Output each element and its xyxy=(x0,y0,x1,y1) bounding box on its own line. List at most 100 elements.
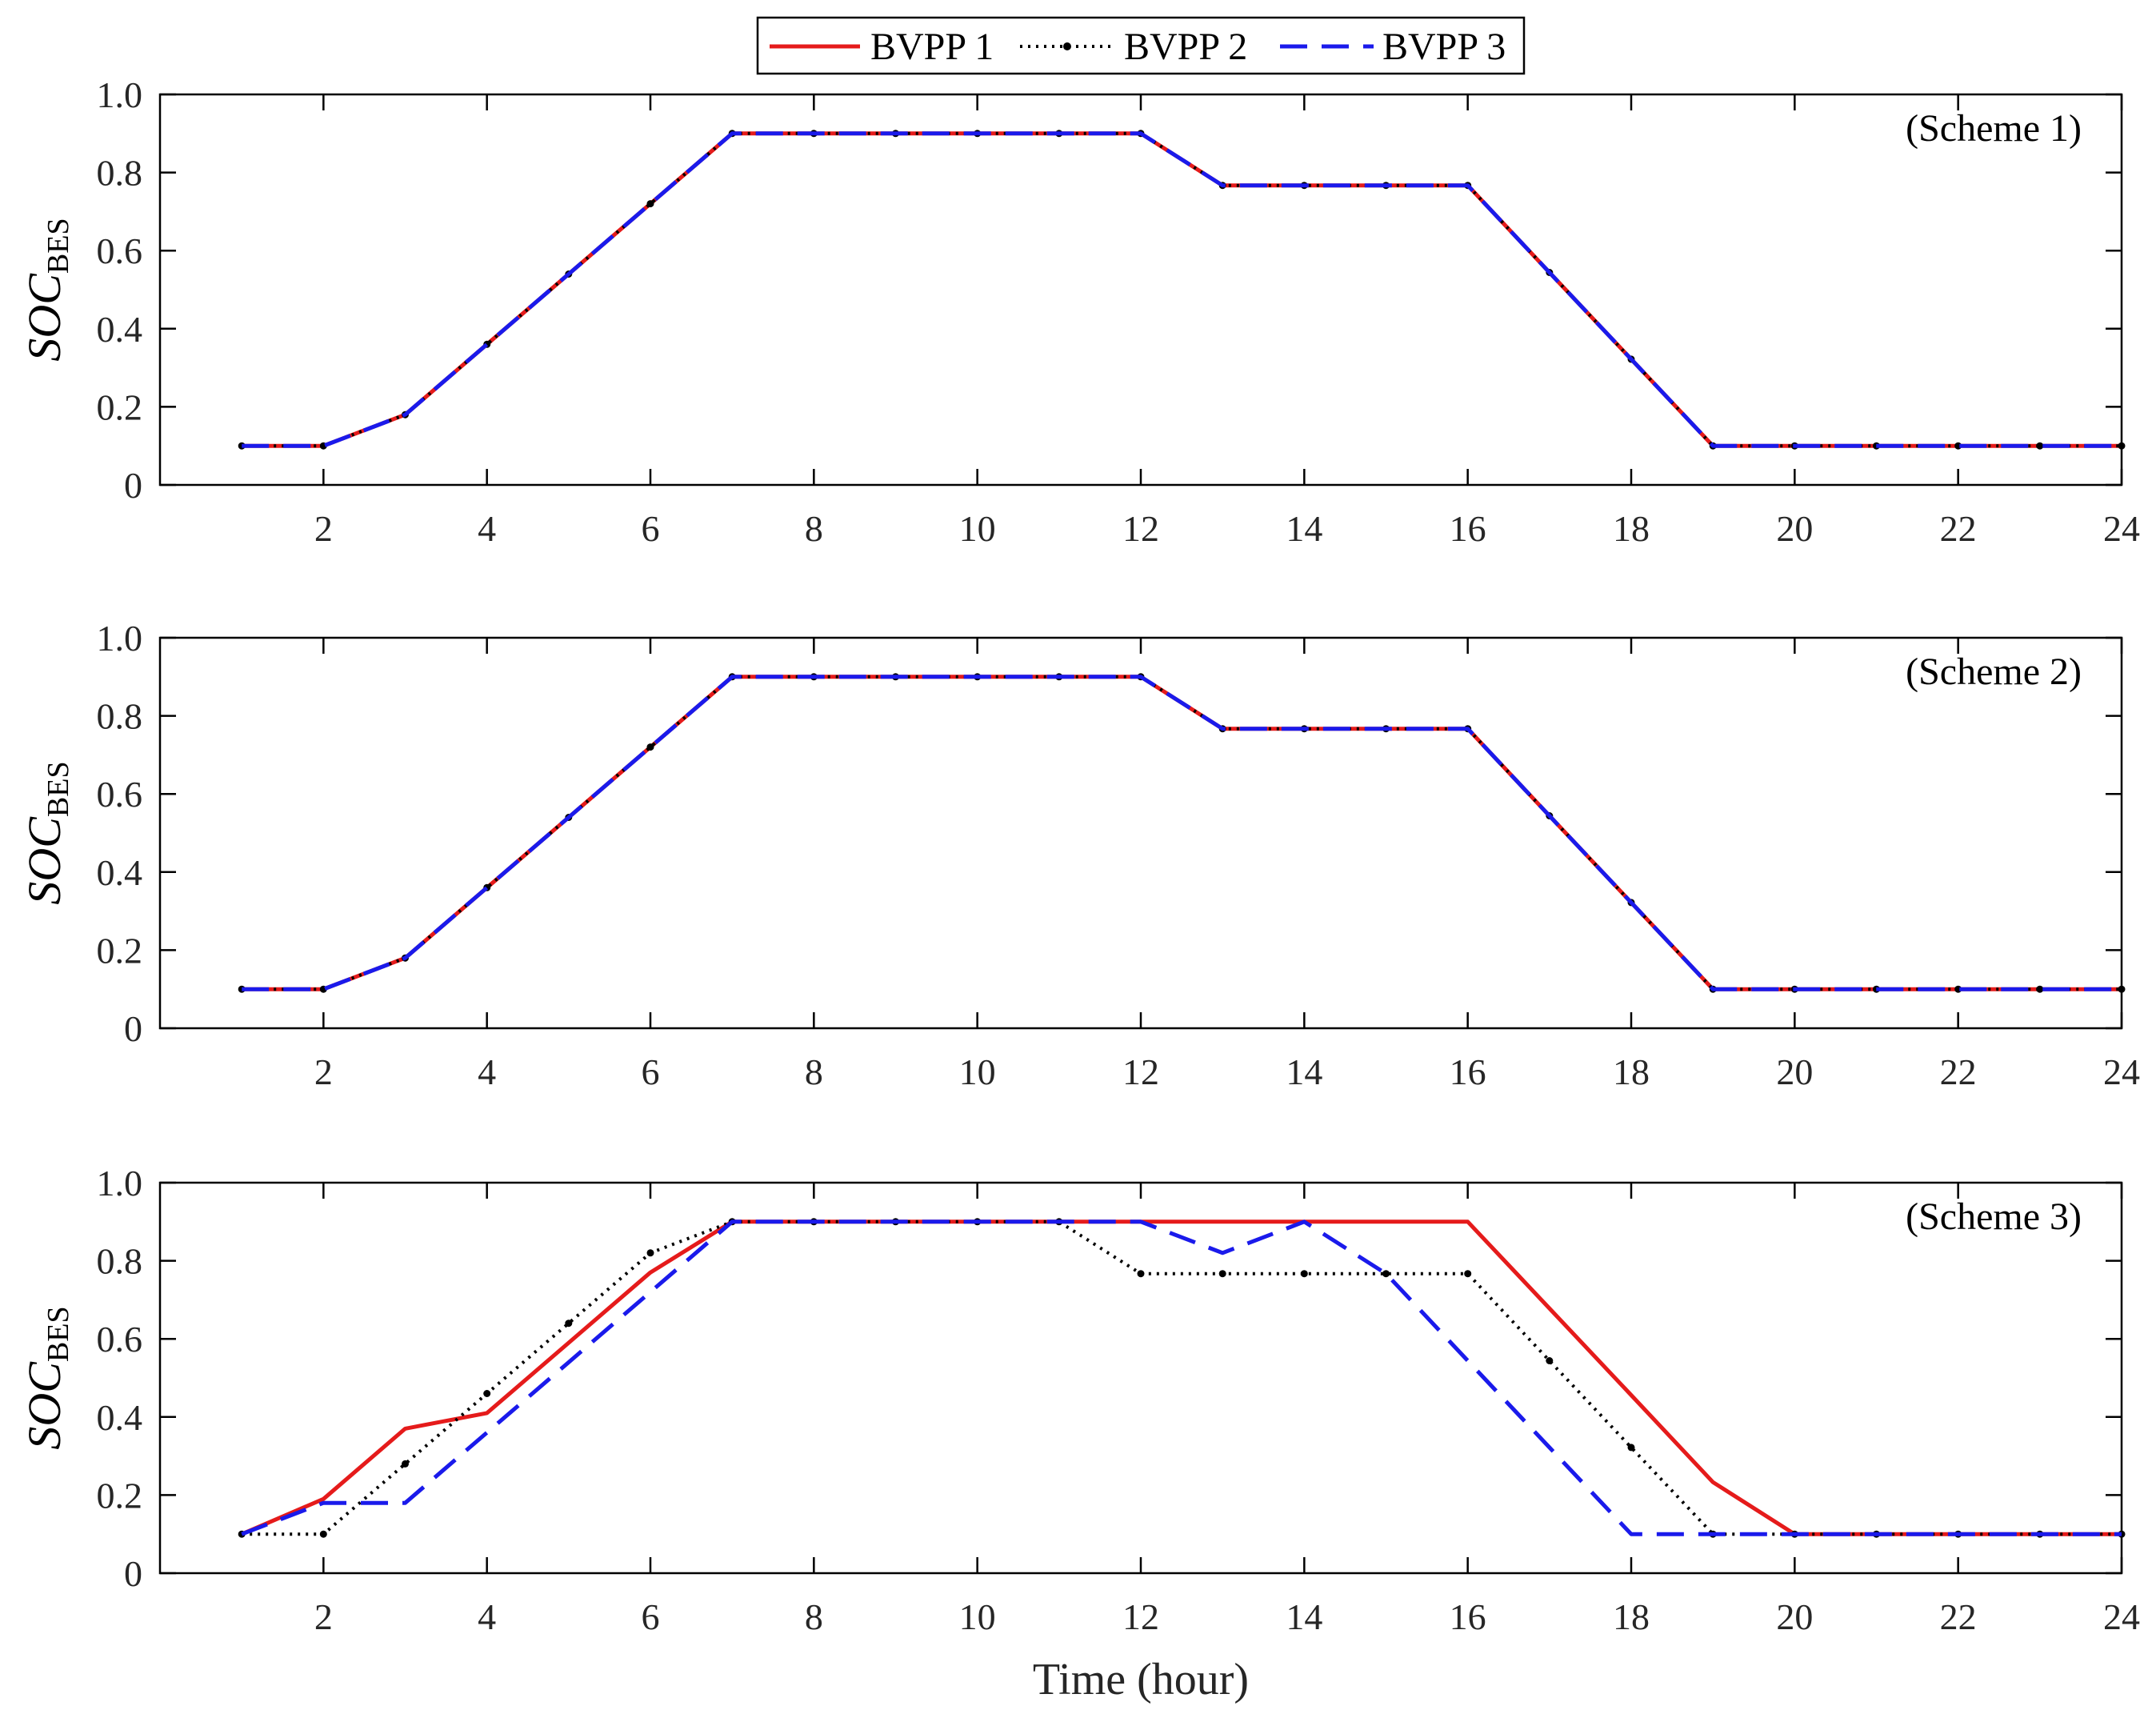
y-tick-label: 0 xyxy=(124,1008,142,1049)
y-tick-label: 0.2 xyxy=(97,386,143,427)
legend-label-bvpp2: BVPP 2 xyxy=(1124,26,1247,68)
x-tick-label: 12 xyxy=(1122,1596,1159,1637)
x-tick-label: 10 xyxy=(959,1596,996,1637)
series-line-bvpp1 xyxy=(242,675,2122,991)
point-bvpp2 xyxy=(319,1530,327,1538)
y-tick-label: 0.6 xyxy=(97,1319,143,1360)
y-tick-label: 1.0 xyxy=(97,74,143,115)
y-axis-label: SOCBES xyxy=(18,218,75,361)
y-axis-label-main: SOC xyxy=(18,273,70,362)
series-line-bvpp1 xyxy=(241,1219,2122,1536)
series-line-bvpp2 xyxy=(242,675,2122,991)
y-tick-label: 0.8 xyxy=(97,1241,143,1282)
x-tick-label: 22 xyxy=(1940,508,1977,549)
point-bvpp2 xyxy=(646,1249,654,1257)
point-bvpp2 xyxy=(2036,985,2044,993)
point-bvpp2 xyxy=(1137,1270,1145,1278)
point-bvpp2 xyxy=(2036,442,2044,450)
point-bvpp2 xyxy=(646,200,654,208)
legend-marker-bvpp2 xyxy=(1063,42,1071,50)
point-bvpp2 xyxy=(1546,1357,1554,1364)
x-tick-label: 6 xyxy=(642,508,660,549)
series-line-bvpp2 xyxy=(242,1219,2122,1536)
y-axis-label-sub: BES xyxy=(42,761,75,817)
axes-frame xyxy=(158,636,2123,1030)
x-tick-label: 20 xyxy=(1776,1596,1813,1637)
series-line-bvpp1 xyxy=(242,131,2122,448)
x-tick-label: 24 xyxy=(2103,508,2140,549)
series-line-bvpp2 xyxy=(242,131,2122,448)
point-bvpp2 xyxy=(1382,1270,1390,1278)
x-tick-label: 8 xyxy=(805,1596,823,1637)
y-axis-label-main: SOC xyxy=(18,816,70,905)
x-tick-label: 16 xyxy=(1450,1051,1486,1092)
y-tick-label: 0.2 xyxy=(97,930,143,971)
scheme-annotation: (Scheme 2) xyxy=(1906,651,2082,693)
y-tick-label: 0.8 xyxy=(97,696,143,737)
legend: BVPP 1 BVPP 2 BVPP 3 xyxy=(756,16,1526,75)
y-tick-label: 0.4 xyxy=(97,309,143,350)
x-tick-label: 18 xyxy=(1613,508,1650,549)
x-tick-label: 10 xyxy=(959,1051,996,1092)
series-line-bvpp3 xyxy=(242,675,2122,991)
x-tick-label: 2 xyxy=(314,1051,333,1092)
series-line-bvpp3 xyxy=(242,131,2122,448)
y-tick-label: 1.0 xyxy=(97,618,143,659)
legend-box xyxy=(756,16,1526,75)
point-bvpp2 xyxy=(1218,1270,1226,1278)
axes-frame xyxy=(158,1181,2123,1575)
x-tick-label: 20 xyxy=(1776,1051,1813,1092)
x-tick-label: 24 xyxy=(2103,1051,2140,1092)
x-tick-label: 18 xyxy=(1613,1596,1650,1637)
y-axis-label: SOCBES xyxy=(18,1306,75,1449)
x-tick-label: 6 xyxy=(642,1051,660,1092)
x-tick-label: 6 xyxy=(642,1596,660,1637)
x-tick-label: 24 xyxy=(2103,1596,2140,1637)
y-tick-label: 0.4 xyxy=(97,852,143,893)
y-tick-label: 1.0 xyxy=(97,1163,143,1203)
y-axis-label-main: SOC xyxy=(18,1361,70,1450)
point-bvpp2 xyxy=(483,1390,491,1397)
point-bvpp2 xyxy=(565,1320,573,1328)
y-tick-label: 0.6 xyxy=(97,230,143,271)
x-tick-label: 20 xyxy=(1776,508,1813,549)
y-tick-label: 0 xyxy=(124,1553,142,1594)
y-axis-label-sub: BES xyxy=(42,1306,75,1362)
legend-label-bvpp1: BVPP 1 xyxy=(870,26,994,68)
x-tick-label: 10 xyxy=(959,508,996,549)
legend-label-bvpp3: BVPP 3 xyxy=(1382,26,1506,68)
point-bvpp2 xyxy=(2118,985,2126,993)
x-tick-label: 4 xyxy=(478,508,496,549)
x-axis-label: Time (hour) xyxy=(1033,1655,1249,1704)
x-tick-label: 12 xyxy=(1122,1051,1159,1092)
x-tick-label: 8 xyxy=(805,1051,823,1092)
y-tick-label: 0.4 xyxy=(97,1397,143,1438)
point-bvpp2 xyxy=(1464,1270,1472,1278)
y-tick-label: 0.8 xyxy=(97,153,143,194)
y-axis-label-sub: BES xyxy=(42,218,75,274)
x-tick-label: 22 xyxy=(1940,1596,1977,1637)
x-tick-label: 16 xyxy=(1450,1596,1486,1637)
y-tick-label: 0.6 xyxy=(97,774,143,815)
point-bvpp2 xyxy=(2118,442,2126,450)
x-tick-label: 14 xyxy=(1286,508,1322,549)
y-tick-label: 0.2 xyxy=(97,1475,143,1516)
x-tick-label: 16 xyxy=(1450,508,1486,549)
point-bvpp2 xyxy=(1300,1270,1308,1278)
x-tick-label: 2 xyxy=(314,508,333,549)
panel-scheme-2: 00.20.40.60.81.02 4 6 8 10 12 14 16 18 20 22 24SOCB… xyxy=(18,618,2140,1092)
x-tick-label: 14 xyxy=(1286,1596,1322,1637)
x-tick-label: 2 xyxy=(314,1596,333,1637)
point-bvpp2 xyxy=(1627,1444,1635,1452)
x-tick-label: 8 xyxy=(805,508,823,549)
y-tick-label: 0 xyxy=(124,465,142,506)
axes-frame xyxy=(158,93,2123,487)
panel-scheme-3: 00.20.40.60.81.02 4 6 8 10 12 14 16 18 20 22 24SOCB… xyxy=(18,1163,2140,1637)
scheme-annotation: (Scheme 1) xyxy=(1906,107,2082,150)
scheme-annotation: (Scheme 3) xyxy=(1906,1195,2082,1238)
x-tick-label: 12 xyxy=(1122,508,1159,549)
point-bvpp2 xyxy=(402,1460,409,1468)
x-tick-label: 4 xyxy=(478,1051,496,1092)
x-tick-label: 18 xyxy=(1613,1051,1650,1092)
